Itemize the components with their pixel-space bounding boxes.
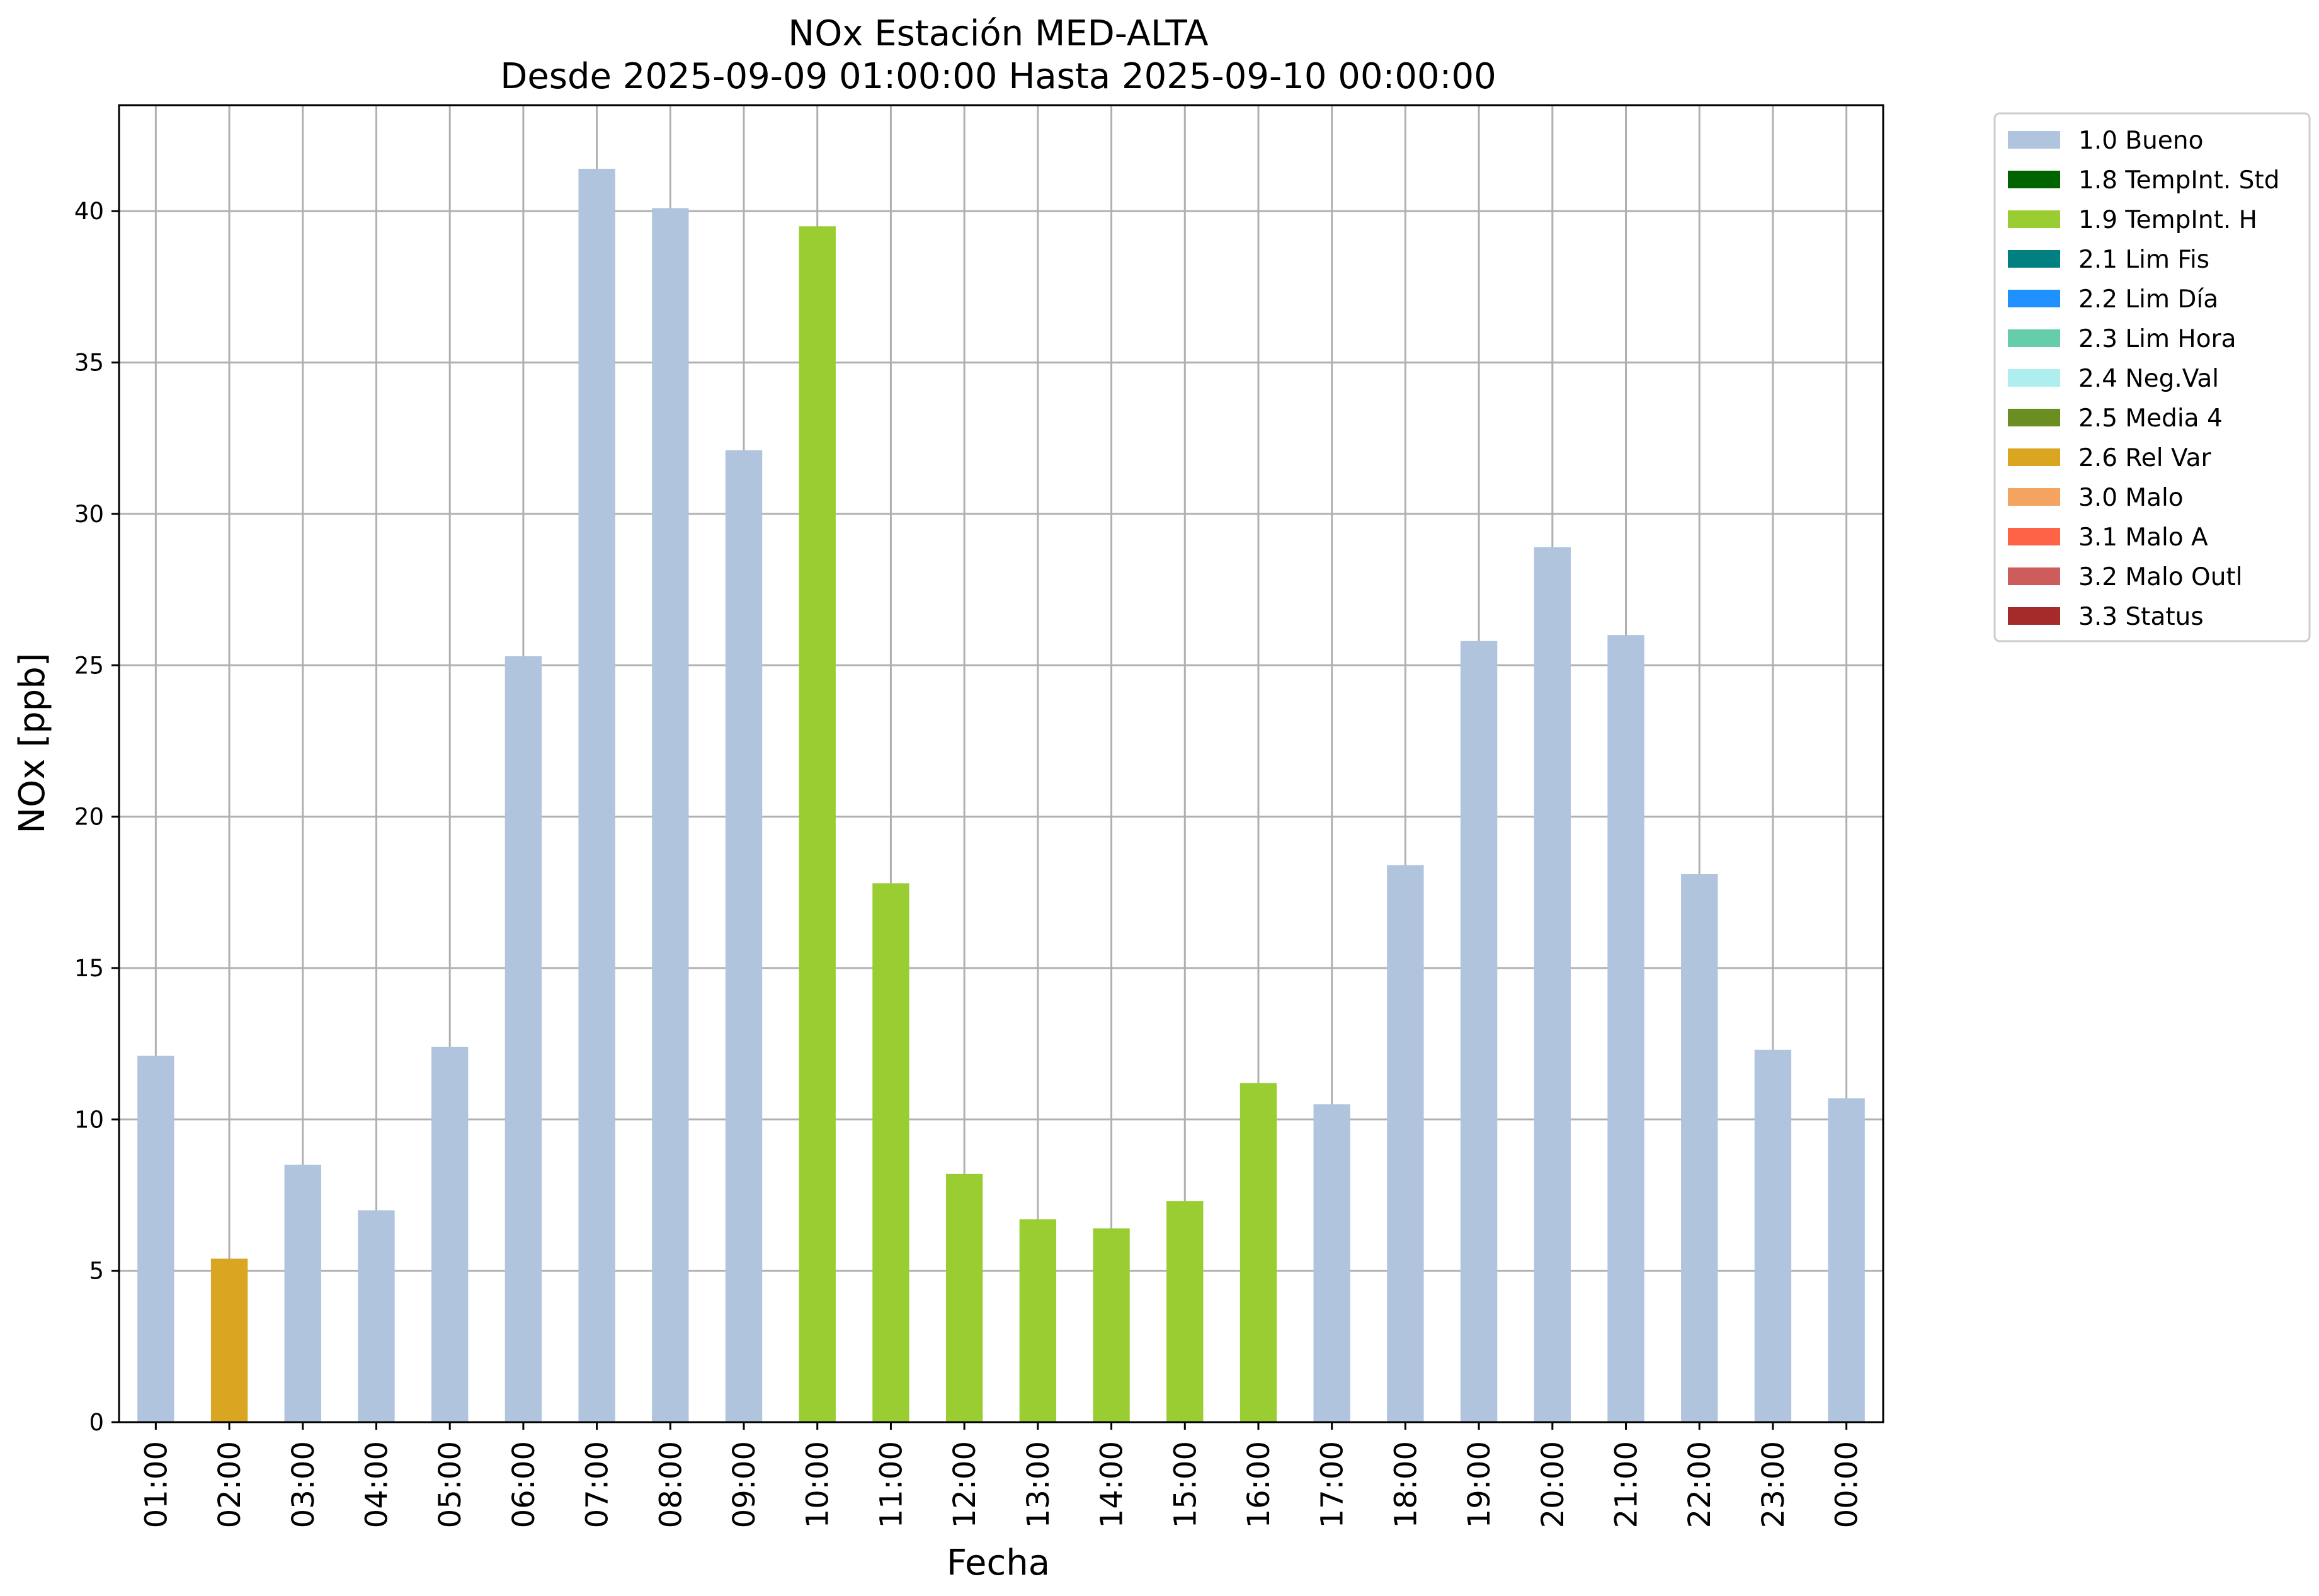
x-tick-label: 02:00 xyxy=(212,1441,248,1528)
y-tick-label: 10 xyxy=(74,1106,104,1133)
legend-swatch xyxy=(2008,250,2060,268)
legend-label: 3.1 Malo A xyxy=(2078,523,2208,552)
y-tick-label: 0 xyxy=(89,1409,104,1436)
x-tick-label: 21:00 xyxy=(1609,1441,1644,1528)
bar-23:00 xyxy=(1754,1049,1792,1422)
bar-22:00 xyxy=(1681,874,1718,1422)
x-axis-label: Fecha xyxy=(947,1542,1050,1583)
bar-21:00 xyxy=(1607,635,1644,1422)
x-tick-label: 13:00 xyxy=(1021,1441,1056,1528)
bar-09:00 xyxy=(725,450,763,1422)
x-tick-label: 07:00 xyxy=(580,1441,615,1528)
x-tick-label: 20:00 xyxy=(1536,1441,1571,1528)
chart-subtitle: Desde 2025-09-09 01:00:00 Hasta 2025-09-… xyxy=(500,56,1496,97)
bar-18:00 xyxy=(1387,865,1424,1422)
legend-swatch xyxy=(2008,567,2060,585)
bar-10:00 xyxy=(799,226,836,1422)
x-tick-label: 09:00 xyxy=(727,1441,762,1528)
legend-label: 2.2 Lim Día xyxy=(2078,285,2218,314)
legend-label: 2.4 Neg.Val xyxy=(2078,365,2219,393)
bar-04:00 xyxy=(358,1210,395,1422)
x-axis-ticks: 01:00 02:00 03:00 04:00 05:00 06:00 07:00 08:00… xyxy=(139,1422,1865,1528)
bar-15:00 xyxy=(1166,1201,1204,1422)
legend-label: 2.3 Lim Hora xyxy=(2078,325,2236,353)
x-tick-label: 10:00 xyxy=(801,1441,836,1528)
legend-label: 2.5 Media 4 xyxy=(2078,404,2223,433)
legend-label: 3.2 Malo Outl xyxy=(2078,563,2243,591)
bar-01:00 xyxy=(137,1056,174,1422)
y-axis-ticks: 0 5 10 15 20 25 30 35 40 xyxy=(74,198,119,1436)
y-tick-label: 20 xyxy=(74,804,104,831)
legend-label: 1.8 TempInt. Std xyxy=(2078,166,2279,195)
bar-08:00 xyxy=(652,208,689,1423)
legend-label: 3.0 Malo xyxy=(2078,484,2184,512)
bar-06:00 xyxy=(504,656,542,1422)
legend-swatch xyxy=(2008,131,2060,149)
legend-label: 1.0 Bueno xyxy=(2078,127,2203,155)
legend-swatch xyxy=(2008,528,2060,545)
x-tick-label: 00:00 xyxy=(1830,1441,1865,1528)
legend-swatch xyxy=(2008,210,2060,228)
bar-03:00 xyxy=(284,1165,321,1422)
bar-16:00 xyxy=(1239,1083,1277,1422)
x-tick-label: 22:00 xyxy=(1682,1441,1718,1528)
plot-frame xyxy=(118,104,1884,1423)
bar-14:00 xyxy=(1093,1228,1130,1422)
legend: 1.0 Bueno 1.8 TempInt. Std 1.9 TempInt. H 2… xyxy=(1993,112,2311,642)
legend-swatch xyxy=(2008,448,2060,466)
x-tick-label: 08:00 xyxy=(653,1441,688,1528)
x-tick-label: 12:00 xyxy=(947,1441,983,1528)
legend-label: 2.6 Rel Var xyxy=(2078,444,2212,472)
x-tick-label: 03:00 xyxy=(286,1441,321,1528)
legend-label: 3.3 Status xyxy=(2078,603,2204,631)
x-tick-label: 11:00 xyxy=(874,1441,909,1528)
y-tick-label: 35 xyxy=(74,350,104,377)
chart-title: NOx Estación MED-ALTA xyxy=(788,13,1208,54)
bar-11:00 xyxy=(872,883,909,1422)
legend-swatch xyxy=(2008,409,2060,426)
legend-swatch xyxy=(2008,171,2060,188)
x-tick-label: 19:00 xyxy=(1462,1441,1497,1528)
y-tick-label: 5 xyxy=(89,1258,104,1285)
legend-swatch xyxy=(2008,329,2060,347)
x-tick-label: 06:00 xyxy=(506,1441,542,1528)
x-tick-label: 23:00 xyxy=(1756,1441,1791,1528)
legend-swatch xyxy=(2008,290,2060,307)
bar-05:00 xyxy=(431,1046,469,1422)
bar-00:00 xyxy=(1828,1098,1865,1422)
x-tick-label: 17:00 xyxy=(1315,1441,1350,1528)
bar-17:00 xyxy=(1313,1104,1350,1422)
legend-swatch xyxy=(2008,488,2060,506)
legend-swatch xyxy=(2008,607,2060,625)
bar-12:00 xyxy=(945,1173,983,1422)
bar-07:00 xyxy=(578,168,615,1422)
x-tick-label: 15:00 xyxy=(1168,1441,1203,1528)
x-tick-label: 14:00 xyxy=(1095,1441,1130,1528)
bar-19:00 xyxy=(1460,641,1498,1422)
x-tick-label: 16:00 xyxy=(1241,1441,1277,1528)
x-tick-label: 01:00 xyxy=(139,1441,174,1528)
y-axis-label: NOx [ppb] xyxy=(12,653,53,833)
y-tick-label: 30 xyxy=(74,501,104,528)
bars xyxy=(137,168,1865,1423)
y-tick-label: 40 xyxy=(74,198,104,225)
legend-frame xyxy=(1993,112,2311,642)
x-tick-label: 18:00 xyxy=(1388,1441,1423,1528)
x-tick-label: 05:00 xyxy=(433,1441,468,1528)
bar-02:00 xyxy=(210,1258,248,1422)
bar-13:00 xyxy=(1019,1219,1057,1422)
legend-swatch xyxy=(2008,369,2060,387)
y-tick-label: 25 xyxy=(74,652,104,679)
legend-label: 2.1 Lim Fis xyxy=(2078,246,2209,274)
bar-20:00 xyxy=(1534,547,1571,1422)
y-tick-label: 15 xyxy=(74,955,104,982)
x-tick-label: 04:00 xyxy=(359,1441,394,1528)
legend-label: 1.9 TempInt. H xyxy=(2078,206,2257,234)
